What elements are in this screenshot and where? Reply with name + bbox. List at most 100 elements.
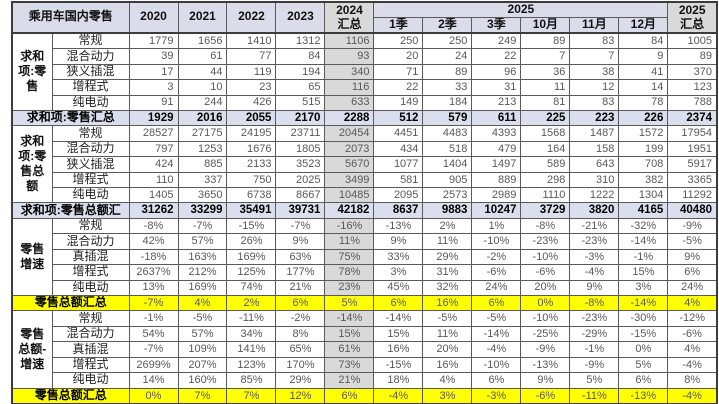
value-cell: -3% xyxy=(569,248,620,266)
value-cell: 39 xyxy=(128,48,179,65)
value-cell: 78 xyxy=(618,94,669,111)
value-cell: 149 xyxy=(373,94,424,111)
table-row: 增程式 2637% 212% 125% 177% 78% 3% 31% -6% -6% -4% 15%… xyxy=(12,264,718,281)
value-cell: 6% xyxy=(471,372,522,389)
value-cell: 38 xyxy=(569,63,620,81)
row-label: 零售总额汇总 xyxy=(11,294,130,312)
value-cell: 13% xyxy=(128,279,179,296)
value-cell: 23 xyxy=(226,79,277,96)
row-label: 混合动力 xyxy=(51,48,130,65)
row-label: 真插混 xyxy=(51,341,130,358)
value-cell: -6% xyxy=(520,387,571,404)
value-cell: 35491 xyxy=(226,202,277,219)
value-cell: 611 xyxy=(471,109,522,127)
value-cell: 170% xyxy=(275,356,326,374)
value-cell: 1572 xyxy=(618,125,669,142)
table-row: 增程式 2699% 207% 123% 170% 73% -15% 16% -10% -13% -9… xyxy=(12,356,718,374)
value-cell: -29% xyxy=(569,325,620,343)
row-label: 常规 xyxy=(51,310,130,327)
value-cell: 2374 xyxy=(667,109,718,127)
value-cell: 78% xyxy=(324,264,375,281)
group-label: 零售增速 xyxy=(11,217,53,296)
value-cell: -25% xyxy=(520,325,571,343)
value-cell: 21% xyxy=(324,372,375,389)
value-cell: 15% xyxy=(324,325,375,343)
value-cell: 3 xyxy=(128,79,179,96)
value-cell: 1% xyxy=(471,217,522,235)
value-cell: -7% xyxy=(128,341,179,358)
value-cell: 83 xyxy=(569,32,620,50)
value-cell: 6% xyxy=(471,294,522,312)
value-cell: 34% xyxy=(226,325,277,343)
value-cell: 4483 xyxy=(422,125,473,142)
col-header-2020: 2020 xyxy=(128,1,179,34)
col-header-2025-group: 2025 xyxy=(373,1,669,18)
value-cell: 84 xyxy=(618,32,669,50)
value-cell: 24% xyxy=(667,279,718,296)
value-cell: -15% xyxy=(618,325,669,343)
value-cell: 581 xyxy=(373,171,424,189)
value-cell: -6% xyxy=(471,264,522,281)
value-cell: 1405 xyxy=(128,187,179,204)
value-cell: -8% xyxy=(520,217,571,235)
group-label: 求和项:零售 xyxy=(11,32,53,111)
value-cell: 0% xyxy=(128,387,179,404)
value-cell: 4451 xyxy=(373,125,424,142)
total-row: 求和项:零售汇总 1929 2016 2055 2170 2288 512 579 611 225… xyxy=(11,109,718,127)
row-label: 求和项:零售汇总 xyxy=(11,109,130,127)
value-cell: 9% xyxy=(520,372,571,389)
value-cell: 1404 xyxy=(422,156,473,173)
value-cell: 5% xyxy=(324,294,375,312)
row-label: 增程式 xyxy=(51,171,130,189)
col-header-q1: 1季 xyxy=(373,16,424,34)
row-label: 狭义插混 xyxy=(51,156,130,173)
value-cell: 24195 xyxy=(226,125,277,142)
value-cell: 7 xyxy=(520,48,571,65)
value-cell: 54% xyxy=(128,325,179,343)
value-cell: 337 xyxy=(177,171,228,189)
value-cell: 17 xyxy=(128,63,179,81)
col-header-2022: 2022 xyxy=(226,1,277,34)
value-cell: 71 xyxy=(373,63,424,81)
table-row: 增程式 110 337 750 2025 3499 581 905 889 298 310 382 33… xyxy=(12,171,718,189)
value-cell: 27175 xyxy=(177,125,228,142)
value-cell: 424 xyxy=(128,156,179,173)
value-cell: -14% xyxy=(618,294,669,312)
value-cell: 24% xyxy=(471,279,522,296)
value-cell: 16% xyxy=(422,356,473,374)
row-label: 狭义插混 xyxy=(51,63,130,81)
value-cell: 158 xyxy=(569,140,620,158)
value-cell: 26% xyxy=(226,233,277,250)
value-cell: 40480 xyxy=(667,202,718,219)
value-cell: 10485 xyxy=(324,187,375,204)
table-header: 乘用车国内零售 2020 2021 2022 2023 2024 汇总 2025… xyxy=(11,1,718,34)
value-cell: -8% xyxy=(128,217,179,235)
value-cell: -1% xyxy=(618,248,669,266)
value-cell: 3820 xyxy=(569,202,620,219)
value-cell: -4% xyxy=(667,356,718,374)
row-label: 常规 xyxy=(51,217,130,235)
value-cell: 160% xyxy=(177,372,228,389)
value-cell: -4% xyxy=(569,264,620,281)
row-label: 混合动力 xyxy=(51,140,130,158)
value-cell: 2573 xyxy=(422,187,473,204)
value-cell: 61 xyxy=(177,48,228,65)
value-cell: 589 xyxy=(520,156,571,173)
value-cell: 889 xyxy=(471,171,522,189)
value-cell: 797 xyxy=(128,140,179,158)
value-cell: 164 xyxy=(520,140,571,158)
value-cell: -13% xyxy=(618,387,669,404)
value-cell: 4% xyxy=(422,372,473,389)
row-label: 真插混 xyxy=(51,248,130,266)
value-cell: 2073 xyxy=(324,140,375,158)
value-cell: 3% xyxy=(618,279,669,296)
value-cell: 116 xyxy=(324,79,375,96)
col-header-q2: 2季 xyxy=(422,16,473,34)
value-cell: 84 xyxy=(275,48,326,65)
value-cell: 382 xyxy=(618,171,669,189)
value-cell: -5% xyxy=(177,310,228,327)
group-label: 零售总额-增速 xyxy=(11,310,53,389)
value-cell: 36 xyxy=(520,63,571,81)
table-row: 狭义插混 17 44 119 194 340 71 89 96 36 38 41 370 xyxy=(12,63,718,81)
value-cell: 2095 xyxy=(373,187,424,204)
